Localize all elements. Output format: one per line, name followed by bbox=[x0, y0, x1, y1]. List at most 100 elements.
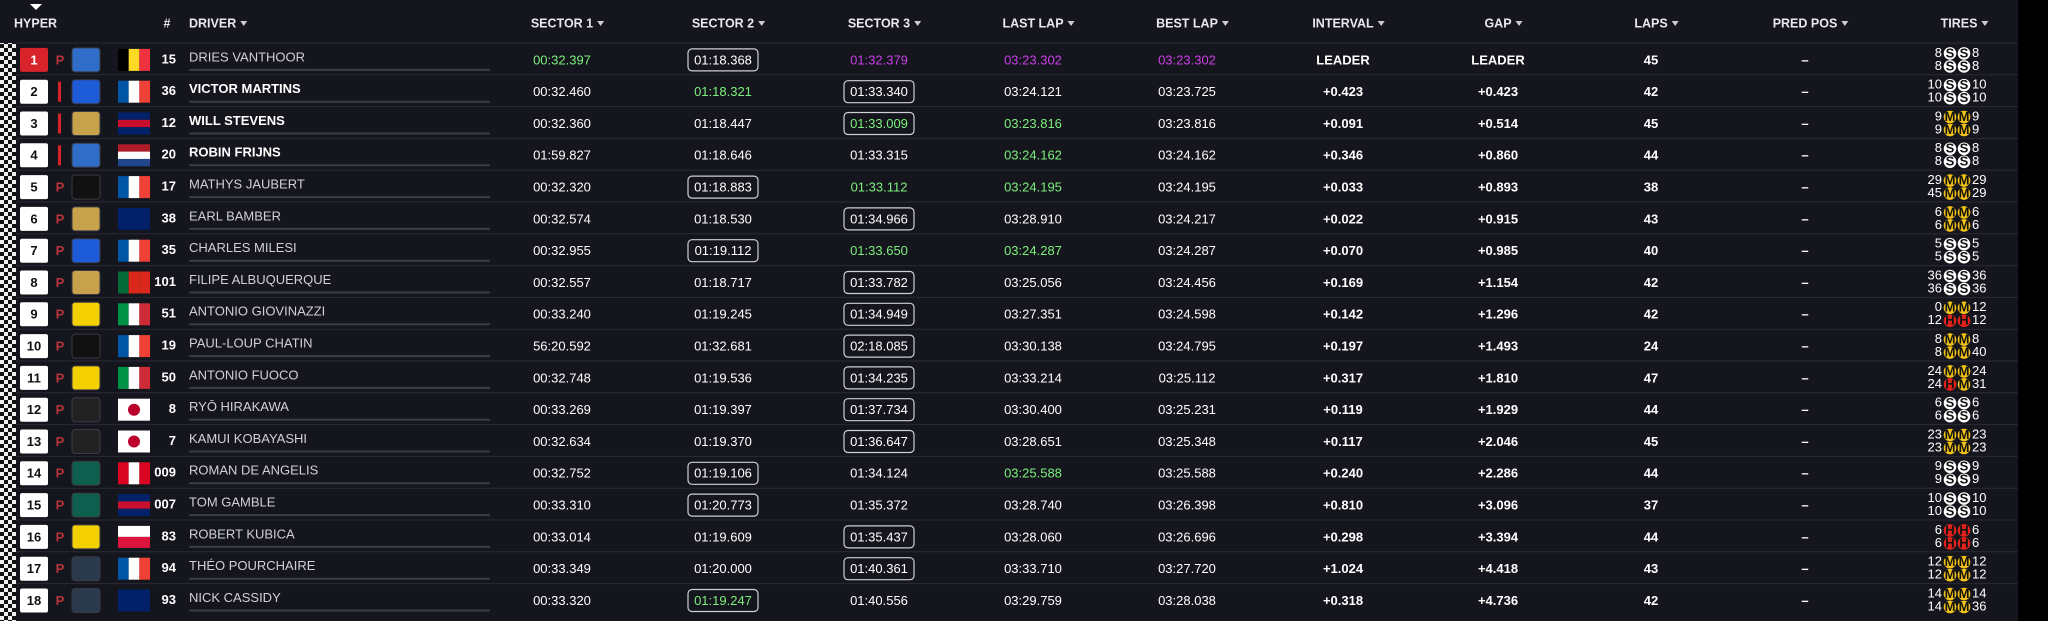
tire-compound-badge bbox=[1943, 110, 1957, 124]
tire-compound: M bbox=[1945, 204, 1956, 219]
tire-age: 5 bbox=[1972, 249, 1979, 264]
interval: +0.022 bbox=[1323, 211, 1363, 226]
lap-time: 56:20.592 bbox=[533, 339, 591, 354]
pit-indicator: P bbox=[56, 307, 65, 322]
lap-time: 01:36.647 bbox=[850, 434, 908, 449]
tire-age: 9 bbox=[1972, 471, 1979, 486]
driver-name: ROMAN DE ANGELIS bbox=[189, 463, 319, 478]
tire-age: 6 bbox=[1972, 204, 1979, 219]
flag bbox=[139, 48, 150, 71]
tire-compound: M bbox=[1945, 599, 1956, 614]
team-logo bbox=[71, 270, 101, 295]
collapse-toggle[interactable] bbox=[30, 4, 42, 10]
lap-time: 03:23.816 bbox=[1158, 116, 1216, 131]
flag bbox=[118, 271, 129, 294]
lap-time: 00:33.269 bbox=[533, 402, 591, 417]
tire-age: 10 bbox=[1972, 77, 1986, 92]
position: 4 bbox=[30, 148, 38, 163]
column-header[interactable]: SECTOR 3 bbox=[848, 16, 910, 30]
lap-time: 00:33.349 bbox=[533, 561, 591, 576]
time-box bbox=[687, 588, 759, 613]
tire-compound-badge bbox=[1957, 441, 1971, 455]
tire-compound: M bbox=[1945, 300, 1956, 315]
column-header[interactable]: SECTOR 2 bbox=[692, 16, 754, 30]
tire-age: 5 bbox=[1972, 236, 1979, 251]
flag bbox=[118, 127, 150, 135]
pred: – bbox=[1801, 370, 1808, 385]
tire-compound: H bbox=[1959, 313, 1968, 328]
tire-compound-badge bbox=[1957, 269, 1971, 283]
lap-time: 03:28.740 bbox=[1004, 498, 1062, 513]
car-number: 51 bbox=[162, 306, 176, 321]
tire-compound-badge bbox=[1957, 78, 1971, 92]
column-header[interactable]: LAPS bbox=[1634, 16, 1667, 30]
driver-name: ANTONIO FUOCO bbox=[189, 367, 299, 382]
flag bbox=[118, 144, 150, 152]
lap-time: 03:24.217 bbox=[1158, 211, 1216, 226]
team-logo bbox=[71, 492, 101, 518]
pit-indicator: P bbox=[56, 52, 65, 67]
column-header: # bbox=[164, 16, 171, 30]
column-header[interactable]: LAST LAP bbox=[1002, 16, 1063, 30]
position: 12 bbox=[27, 402, 41, 417]
column-header[interactable]: DRIVER bbox=[189, 16, 236, 30]
laps: 38 bbox=[1644, 180, 1658, 195]
gap: +0.893 bbox=[1478, 180, 1518, 195]
gap: +3.394 bbox=[1478, 529, 1519, 544]
team-logo bbox=[71, 556, 101, 582]
tire-compound-badge bbox=[1943, 492, 1957, 505]
column-header[interactable]: GAP bbox=[1484, 16, 1511, 30]
pred: – bbox=[1801, 275, 1808, 290]
tire-age: 40 bbox=[1972, 344, 1986, 359]
flag bbox=[128, 403, 140, 416]
lap-time: 01:40.361 bbox=[850, 561, 908, 576]
team-logo bbox=[71, 111, 101, 136]
pit-indicator: P bbox=[56, 243, 65, 258]
lap-time: 01:19.247 bbox=[694, 593, 752, 608]
column-header[interactable]: TIRES bbox=[1941, 16, 1978, 30]
position-box bbox=[20, 461, 48, 486]
tire-compound-badge bbox=[1943, 587, 1957, 601]
lap-time: 01:34.949 bbox=[850, 307, 908, 322]
tire-compound: M bbox=[1959, 345, 1970, 360]
driver-name: NICK CASSIDY bbox=[189, 590, 281, 605]
flag bbox=[139, 239, 150, 262]
lap-time: 03:25.112 bbox=[1159, 370, 1216, 385]
flag bbox=[118, 239, 129, 262]
position: 6 bbox=[30, 211, 37, 226]
laps: 42 bbox=[1644, 275, 1658, 290]
interval: +0.197 bbox=[1323, 339, 1363, 354]
time-box bbox=[843, 111, 915, 136]
flag bbox=[139, 80, 150, 103]
lap-time: 01:33.009 bbox=[850, 116, 908, 131]
lap-time: 03:33.710 bbox=[1004, 561, 1062, 576]
flag bbox=[118, 303, 129, 326]
pit-indicator: P bbox=[56, 339, 65, 354]
lap-time: 00:32.752 bbox=[533, 466, 591, 481]
driver-name: FILIPE ALBUQUERQUE bbox=[189, 272, 332, 287]
lap-time: 01:19.536 bbox=[694, 370, 752, 385]
position-box bbox=[20, 397, 48, 422]
lap-time: 03:28.910 bbox=[1004, 211, 1062, 226]
tire-age: 29 bbox=[1972, 172, 1986, 187]
column-header[interactable]: INTERVAL bbox=[1312, 16, 1374, 30]
column-header[interactable]: SECTOR 1 bbox=[531, 16, 593, 30]
tire-compound: S bbox=[1946, 491, 1955, 506]
laps: 47 bbox=[1644, 370, 1658, 385]
position: 15 bbox=[27, 498, 41, 513]
lap-time: 00:33.240 bbox=[533, 307, 591, 322]
position-box bbox=[20, 334, 48, 359]
position: 2 bbox=[30, 84, 37, 99]
tire-age: 9 bbox=[1972, 458, 1979, 473]
column-header[interactable]: BEST LAP bbox=[1156, 16, 1218, 30]
flag bbox=[128, 303, 140, 326]
tire-laps: 8 bbox=[1935, 140, 1942, 155]
flag bbox=[118, 176, 129, 199]
interval: +0.142 bbox=[1323, 307, 1363, 322]
tire-compound: M bbox=[1945, 567, 1956, 582]
gap: +0.423 bbox=[1478, 84, 1518, 99]
pit-indicator: P bbox=[56, 434, 65, 449]
column-header[interactable]: PRED POS bbox=[1773, 16, 1838, 30]
flag bbox=[139, 366, 150, 389]
tire-age: 6 bbox=[1972, 535, 1979, 550]
